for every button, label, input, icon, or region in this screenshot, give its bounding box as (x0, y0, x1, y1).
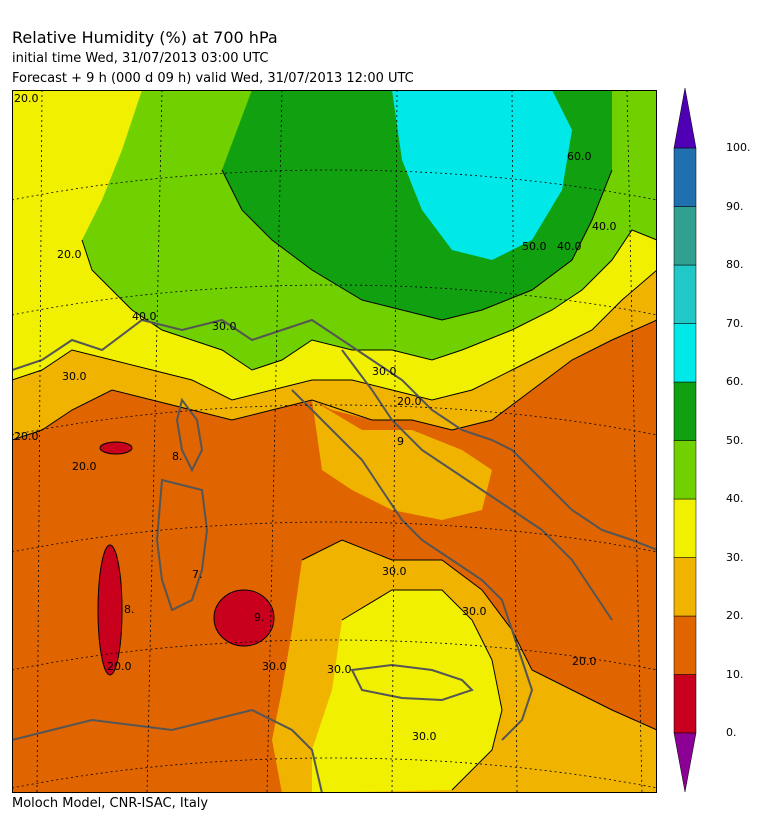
contour-label: 40.0 (557, 240, 582, 253)
graticule-line (36, 90, 43, 793)
colorbar-tick-label: 100. (726, 141, 751, 154)
contour-line (301, 539, 657, 731)
colorbar-tick-label: 0. (726, 726, 737, 739)
map-frame (12, 90, 657, 793)
colorbar-over-arrow (673, 88, 697, 149)
rh-band-60-70 (392, 90, 572, 260)
coastline-africa (12, 708, 323, 793)
contour-label: 8. (124, 603, 135, 616)
colorbar-tick-label: 40. (726, 492, 744, 505)
contour-label: 20.0 (397, 395, 422, 408)
colorbar-swatch (673, 557, 697, 617)
coastline-italy (291, 389, 534, 741)
contour-label: 9. (254, 611, 265, 624)
model-credit: Moloch Model, CNR-ISAC, Italy (12, 796, 209, 811)
graticule-line (146, 90, 163, 793)
colorbar-swatch (673, 440, 697, 500)
colorbar-swatch (673, 323, 697, 383)
contour-label: 40.0 (592, 220, 617, 233)
contour-label: 20.0 (14, 92, 39, 105)
rh-band-20-30-east (312, 400, 492, 520)
coastline-corsica (175, 397, 204, 473)
graticule-line (626, 90, 643, 793)
colorbar-swatch (673, 498, 697, 558)
graticule-line (511, 90, 518, 793)
forecast-valid-label: Forecast + 9 h (000 d 09 h) valid Wed, 3… (12, 71, 414, 86)
contour-line (341, 589, 503, 791)
contour-label: 30.0 (412, 730, 437, 743)
colorbar-tick-label: 90. (726, 199, 744, 213)
contour-line (81, 229, 657, 371)
graticule-line (391, 90, 398, 793)
colorbar-tick-label: 70. (726, 316, 744, 330)
initial-time-label: initial time Wed, 31/07/2013 03:00 UTC (12, 51, 269, 66)
contour-label: 9 (397, 435, 404, 448)
contour-line (12, 319, 657, 441)
contour-label: 60.0 (567, 150, 592, 163)
chart-title: Relative Humidity (%) at 700 hPa (12, 28, 278, 47)
coastline-italy-east (341, 349, 613, 621)
colorbar-tick-label: 60. (726, 375, 744, 388)
humidity-map: 20.0 20.0 20.0 30.0 30.0 30.0 30.0 30.0 … (12, 90, 657, 793)
colorbar-tick-label: 50. (726, 433, 744, 447)
colorbar-swatch (673, 615, 697, 675)
colorbar-tick-label: 30. (726, 550, 744, 564)
contour-line (12, 269, 657, 401)
contour-label: 20.0 (72, 460, 97, 473)
contour-label: 7. (192, 568, 203, 581)
colorbar-swatch (673, 206, 697, 266)
colorbar-tick-label: 20. (726, 609, 744, 622)
contour-label: 50.0 (522, 240, 547, 253)
coastline (12, 318, 657, 551)
colorbar-swatch (673, 264, 697, 324)
colorbar (673, 88, 697, 793)
graticule-line (266, 90, 283, 793)
colorbar-swatch (673, 674, 697, 734)
contour-label: 40.0 (132, 310, 157, 323)
colorbar-under-arrow (673, 732, 697, 793)
contour-label: 20.0 (572, 655, 597, 668)
dry-core-north (99, 441, 133, 455)
colorbar-tick-label: 10. (726, 667, 744, 681)
contour-label: 20.0 (107, 660, 132, 673)
contour-label: 30.0 (372, 365, 397, 378)
contour-label: 30.0 (327, 663, 352, 676)
coastline-sicily (350, 663, 474, 702)
contour-label: 30.0 (62, 370, 87, 383)
dry-core-west (97, 544, 123, 676)
dry-core-central (213, 589, 275, 647)
contour-line (221, 169, 613, 321)
colorbar-swatch (673, 147, 697, 207)
colorbar-swatch (673, 381, 697, 441)
contour-label: 30.0 (262, 660, 287, 673)
rh-band-30-40-south (312, 590, 502, 793)
colorbar-tick-label: 80. (726, 258, 744, 271)
contour-label: 20.0 (57, 248, 82, 261)
contour-label: 20.0 (14, 430, 39, 443)
contour-label: 30.0 (462, 605, 487, 618)
contour-label: 30.0 (212, 320, 237, 333)
coastline-sardinia (155, 478, 209, 612)
contour-label: 30.0 (382, 565, 407, 578)
contour-label: 8. (172, 450, 183, 463)
